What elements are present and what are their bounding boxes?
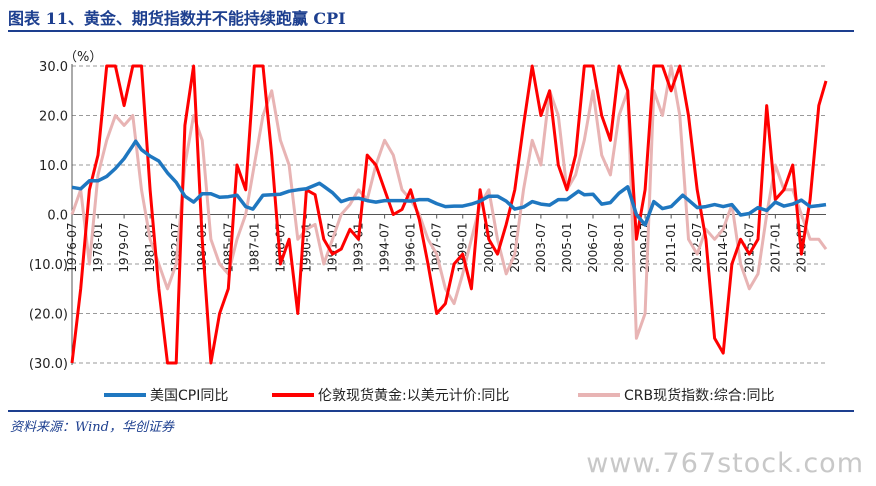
x-tick-label: 1991-07 (325, 223, 339, 273)
x-tick-label: 1996-01 (404, 223, 418, 273)
x-tick-label: 2006-07 (586, 223, 600, 273)
y-tick-label: (20.0) (29, 308, 68, 323)
chart-title: 图表 11、黄金、期货指数并不能持续跑赢 CPI (8, 9, 346, 28)
series-layer (70, 64, 828, 365)
legend-label: CRB现货指数:综合:同比 (624, 387, 775, 404)
x-tick-label: 1997-07 (430, 223, 444, 273)
y-tick-label: 30.0 (39, 60, 68, 75)
x-tick-label: 2012-07 (690, 223, 704, 273)
x-tick-label: 2009-07 (638, 223, 652, 273)
source-note: 资料来源：Wind，华创证券 (10, 420, 174, 435)
x-tick-label: 2000-07 (482, 223, 496, 273)
x-tick-label: 1987-01 (247, 223, 261, 273)
x-tick-label: 2008-01 (612, 223, 626, 273)
x-tick-label: 1976-07 (65, 223, 79, 273)
series-line (70, 64, 828, 340)
y-tick-label: 10.0 (39, 159, 68, 174)
x-tick-label: 1978-01 (91, 223, 105, 273)
x-tick-label: 2005-01 (560, 223, 574, 273)
x-tick-label: 2015-07 (742, 223, 756, 273)
x-tick-label: 1999-01 (456, 222, 470, 272)
x-tick-label: 2017-01 (768, 223, 782, 273)
series-line (71, 139, 827, 227)
legend-label: 伦敦现货黄金:以美元计价:同比 (318, 387, 509, 404)
legend-label: 美国CPI同比 (150, 388, 228, 404)
series-line (70, 64, 828, 365)
x-tick-label: 1994-07 (378, 223, 392, 273)
y-tick-label: (10.0) (29, 258, 68, 273)
legend: 美国CPI同比 伦敦现货黄金:以美元计价:同比 CRB现货指数:综合:同比 (104, 387, 775, 404)
x-tick-label: 2011-01 (664, 223, 678, 273)
y-unit-label: （%） (64, 50, 102, 65)
y-tick-label: 20.0 (39, 110, 68, 125)
source-rule (8, 410, 854, 412)
title-rule (8, 30, 854, 32)
y-tick-label: (30.0) (29, 357, 68, 372)
x-tick-label: 2003-07 (534, 223, 548, 273)
watermark: www.767stock.com (586, 448, 864, 479)
axes: 30.0 20.0 10.0 0.0 (10.0) (20.0) (30.0) （%） 1976… (29, 50, 826, 372)
x-tick-label: 1979-07 (117, 223, 131, 273)
y-tick-label: 0.0 (47, 209, 68, 224)
